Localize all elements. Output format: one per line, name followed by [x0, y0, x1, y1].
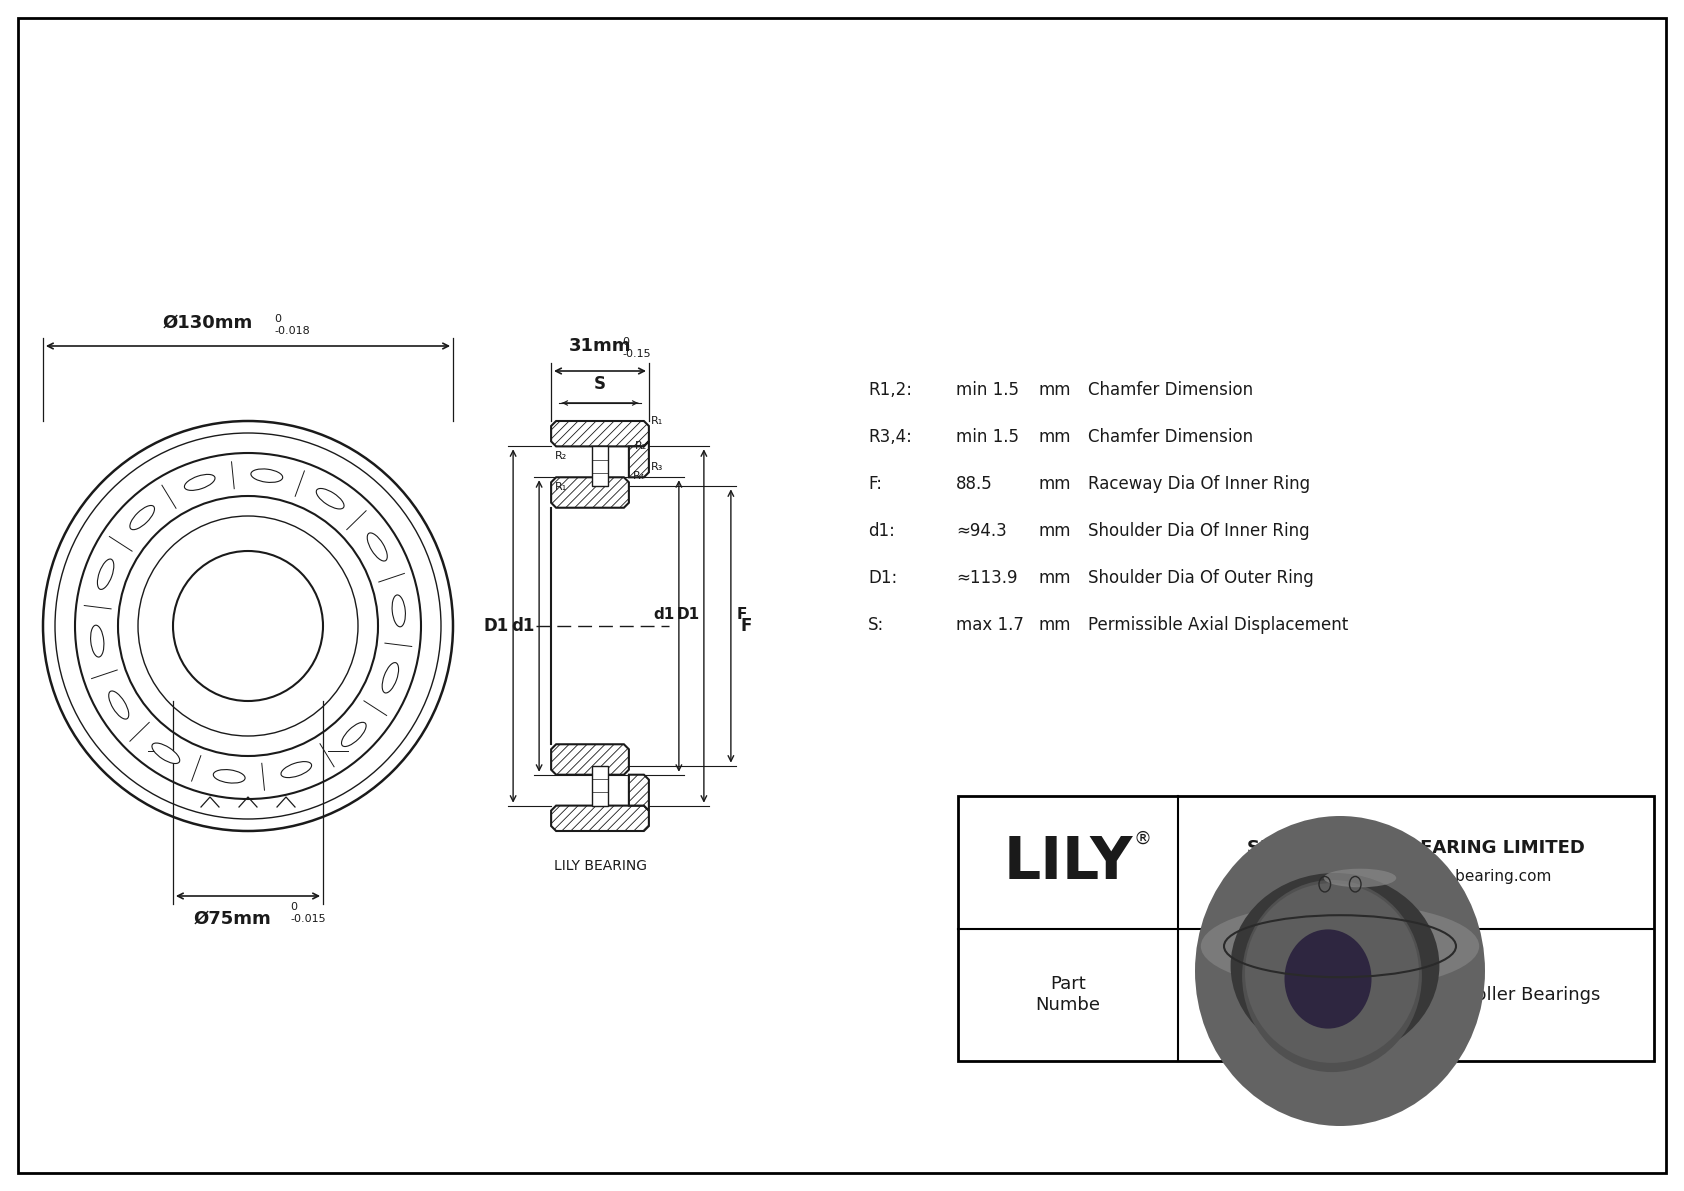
Text: ≈113.9: ≈113.9: [957, 569, 1017, 587]
Ellipse shape: [98, 559, 115, 590]
Text: -0.018: -0.018: [274, 326, 310, 336]
Polygon shape: [628, 442, 648, 478]
Text: d1: d1: [653, 607, 675, 622]
Text: R₂: R₂: [635, 441, 647, 451]
Text: ≈94.3: ≈94.3: [957, 522, 1007, 540]
Text: Permissible Axial Displacement: Permissible Axial Displacement: [1088, 616, 1349, 634]
Text: F: F: [741, 617, 753, 635]
Text: mm: mm: [1037, 569, 1071, 587]
Text: Part
Numbe: Part Numbe: [1036, 975, 1101, 1015]
Ellipse shape: [91, 625, 104, 657]
Text: D1: D1: [677, 607, 701, 622]
Text: ®: ®: [1133, 829, 1152, 847]
Ellipse shape: [382, 662, 399, 693]
Text: 0: 0: [290, 902, 296, 912]
Text: R₁: R₁: [556, 482, 568, 492]
Text: min 1.5: min 1.5: [957, 381, 1019, 399]
Ellipse shape: [214, 769, 246, 782]
Text: -0.015: -0.015: [290, 913, 325, 924]
Text: Ø75mm: Ø75mm: [194, 910, 271, 928]
Polygon shape: [551, 744, 628, 774]
Text: R3,4:: R3,4:: [867, 428, 911, 445]
Text: max 1.7: max 1.7: [957, 616, 1024, 634]
Text: S:: S:: [867, 616, 884, 634]
Ellipse shape: [152, 743, 180, 763]
Text: Raceway Dia Of Inner Ring: Raceway Dia Of Inner Ring: [1088, 475, 1310, 493]
Text: F:: F:: [867, 475, 882, 493]
Ellipse shape: [1285, 929, 1371, 1029]
Text: mm: mm: [1037, 616, 1071, 634]
Ellipse shape: [281, 761, 312, 778]
Text: d1: d1: [512, 617, 536, 635]
Text: R₄: R₄: [633, 472, 645, 481]
Text: -0.15: -0.15: [621, 349, 650, 358]
Text: D1:: D1:: [867, 569, 898, 587]
Text: 0: 0: [274, 314, 281, 324]
Polygon shape: [628, 774, 648, 811]
Text: SHANGHAI LILY BEARING LIMITED: SHANGHAI LILY BEARING LIMITED: [1248, 840, 1585, 858]
Text: 0: 0: [621, 337, 630, 347]
Text: Chamfer Dimension: Chamfer Dimension: [1088, 428, 1253, 445]
Text: NJ 2215 ECML Cylindrical Roller Bearings: NJ 2215 ECML Cylindrical Roller Bearings: [1231, 986, 1600, 1004]
Text: S: S: [594, 375, 606, 393]
Polygon shape: [551, 420, 648, 447]
Text: R₃: R₃: [652, 462, 663, 473]
Text: Ø130mm: Ø130mm: [163, 314, 253, 332]
Polygon shape: [551, 478, 628, 507]
Ellipse shape: [251, 469, 283, 482]
Text: LILY: LILY: [1004, 834, 1133, 891]
Ellipse shape: [1201, 903, 1479, 990]
Text: Shoulder Dia Of Inner Ring: Shoulder Dia Of Inner Ring: [1088, 522, 1310, 540]
Ellipse shape: [392, 596, 406, 626]
Text: D1: D1: [483, 617, 509, 635]
Bar: [593, 447, 608, 486]
Bar: [958, 796, 1654, 1061]
Ellipse shape: [367, 532, 387, 561]
Text: R1,2:: R1,2:: [867, 381, 913, 399]
Polygon shape: [551, 805, 648, 831]
Ellipse shape: [342, 722, 365, 747]
Ellipse shape: [130, 505, 155, 530]
Bar: [593, 766, 608, 805]
Ellipse shape: [317, 488, 344, 509]
Ellipse shape: [1231, 873, 1440, 1059]
Text: mm: mm: [1037, 428, 1071, 445]
Text: Email: lilybearing@lily-bearing.com: Email: lilybearing@lily-bearing.com: [1280, 868, 1551, 884]
Text: mm: mm: [1037, 475, 1071, 493]
Text: mm: mm: [1037, 381, 1071, 399]
Text: R₁: R₁: [652, 417, 663, 426]
Text: d1:: d1:: [867, 522, 894, 540]
Text: 88.5: 88.5: [957, 475, 994, 493]
Ellipse shape: [1324, 868, 1396, 887]
Text: F: F: [738, 607, 748, 622]
Text: LILY BEARING: LILY BEARING: [554, 859, 647, 873]
Ellipse shape: [1243, 880, 1421, 1072]
Text: Shoulder Dia Of Outer Ring: Shoulder Dia Of Outer Ring: [1088, 569, 1314, 587]
Ellipse shape: [109, 691, 128, 719]
Ellipse shape: [185, 474, 216, 491]
Text: min 1.5: min 1.5: [957, 428, 1019, 445]
Ellipse shape: [1196, 816, 1485, 1125]
Text: Chamfer Dimension: Chamfer Dimension: [1088, 381, 1253, 399]
Ellipse shape: [1244, 883, 1420, 1062]
Text: R₂: R₂: [556, 451, 568, 461]
Text: mm: mm: [1037, 522, 1071, 540]
Text: 31mm: 31mm: [569, 337, 632, 355]
